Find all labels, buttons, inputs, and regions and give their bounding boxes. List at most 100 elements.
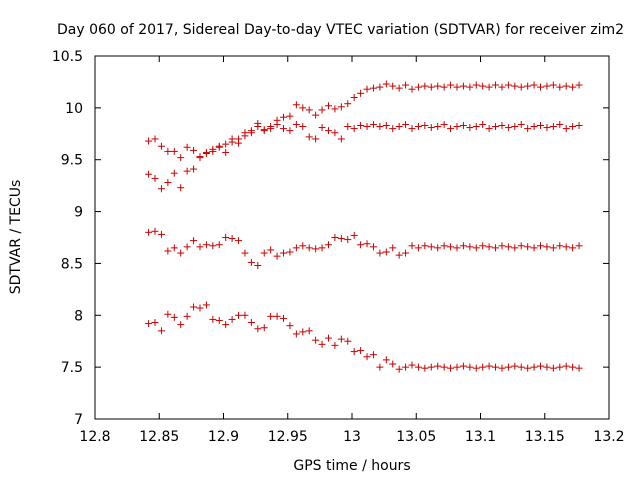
data-point xyxy=(350,348,358,356)
data-point xyxy=(382,248,390,256)
data-point xyxy=(183,243,191,251)
data-point xyxy=(363,353,371,361)
data-point xyxy=(485,125,493,133)
x-tick-label: 12.85 xyxy=(139,429,179,445)
data-point xyxy=(363,240,371,248)
x-tick-label: 12.8 xyxy=(79,429,110,445)
data-point xyxy=(337,335,345,343)
data-point xyxy=(492,81,500,89)
data-point xyxy=(549,81,557,89)
data-point xyxy=(408,125,416,133)
data-point xyxy=(280,125,288,133)
data-point xyxy=(292,120,300,128)
data-point xyxy=(299,242,307,250)
data-point xyxy=(324,334,332,342)
x-tick-label: 13.05 xyxy=(396,429,436,445)
data-point xyxy=(273,120,281,128)
x-tick-label: 13.1 xyxy=(465,429,496,445)
data-point xyxy=(183,143,191,151)
data-point xyxy=(222,140,230,148)
data-point xyxy=(280,249,288,257)
data-point xyxy=(492,123,500,131)
data-point xyxy=(280,113,288,121)
data-point xyxy=(414,244,422,252)
data-point xyxy=(453,363,461,371)
data-point xyxy=(408,242,416,250)
data-point xyxy=(164,310,172,318)
x-axis-label: GPS time / hours xyxy=(293,458,410,474)
data-point xyxy=(459,82,467,90)
data-point xyxy=(273,252,281,260)
y-tick-label: 7 xyxy=(74,412,83,428)
data-point xyxy=(331,234,339,241)
data-point xyxy=(145,320,153,328)
data-point xyxy=(324,102,332,110)
data-point xyxy=(511,123,519,131)
data-point xyxy=(569,83,577,91)
data-point xyxy=(479,120,487,128)
data-point xyxy=(177,154,185,162)
data-point xyxy=(543,124,551,132)
data-point xyxy=(177,321,185,329)
data-point xyxy=(369,243,377,251)
data-point xyxy=(241,311,249,319)
data-point xyxy=(530,81,538,89)
y-tick-label: 10 xyxy=(65,101,83,117)
data-point xyxy=(177,184,185,192)
data-point xyxy=(395,251,403,259)
data-point xyxy=(337,135,345,143)
data-point xyxy=(254,262,262,270)
data-point xyxy=(215,316,223,324)
data-point xyxy=(145,170,153,178)
data-point xyxy=(434,362,442,370)
data-point xyxy=(350,93,358,101)
data-point xyxy=(479,82,487,90)
data-point xyxy=(376,83,384,91)
data-point xyxy=(575,242,583,250)
y-tick-label: 8 xyxy=(74,308,83,324)
data-point xyxy=(421,242,429,250)
data-point xyxy=(549,123,557,131)
data-point xyxy=(447,81,455,89)
data-point xyxy=(324,127,332,135)
data-point xyxy=(344,236,352,244)
data-point xyxy=(524,82,532,90)
data-point xyxy=(318,106,326,114)
data-point xyxy=(177,249,185,257)
data-point xyxy=(549,244,557,252)
data-point xyxy=(196,243,204,251)
data-point xyxy=(331,105,339,113)
data-point xyxy=(202,241,210,249)
data-point xyxy=(305,106,313,114)
data-point xyxy=(280,314,288,322)
y-tick-label: 9.5 xyxy=(61,153,83,169)
data-point xyxy=(376,249,384,257)
data-point xyxy=(305,244,313,252)
data-point xyxy=(511,244,519,252)
data-point xyxy=(562,82,570,90)
data-point xyxy=(549,364,557,372)
data-point xyxy=(151,227,159,235)
data-point xyxy=(414,123,422,131)
data-point xyxy=(228,138,236,146)
data-point xyxy=(517,242,525,250)
data-point xyxy=(498,242,506,250)
data-point xyxy=(575,364,583,372)
data-point xyxy=(190,146,198,154)
data-point xyxy=(324,241,332,249)
data-point xyxy=(228,235,236,243)
data-point xyxy=(344,100,352,108)
data-point xyxy=(537,362,545,370)
data-point xyxy=(260,249,268,257)
data-point xyxy=(408,361,416,369)
data-point xyxy=(492,363,500,371)
data-point xyxy=(190,303,198,311)
data-point xyxy=(382,121,390,129)
data-point xyxy=(485,83,493,91)
y-tick-label: 7.5 xyxy=(61,360,83,376)
data-point xyxy=(479,363,487,371)
data-point xyxy=(363,85,371,93)
data-point xyxy=(537,242,545,250)
data-point xyxy=(485,362,493,370)
